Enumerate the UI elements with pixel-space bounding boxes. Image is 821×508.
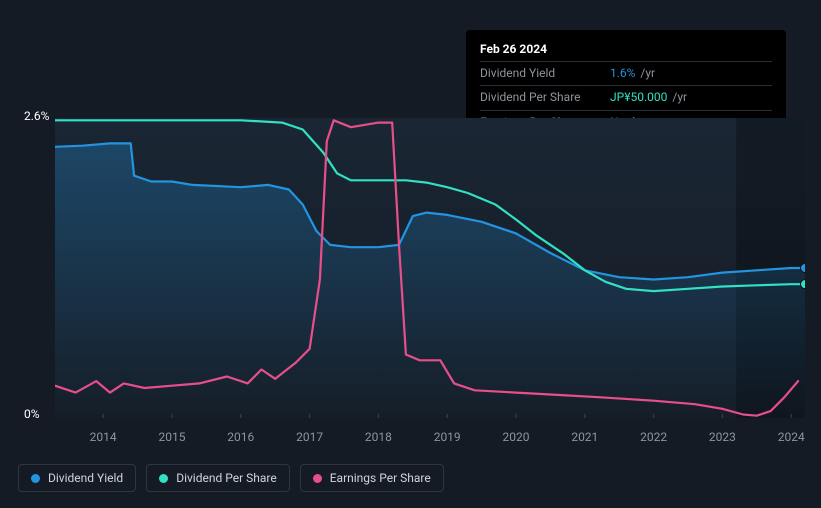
tooltip-date: Feb 26 2024 xyxy=(480,40,772,59)
tooltip-row-label: Dividend Per Share xyxy=(480,88,610,107)
x-axis-tick-label: 2023 xyxy=(709,430,736,444)
legend-item[interactable]: Dividend Per Share xyxy=(146,464,290,492)
legend-label: Earnings Per Share xyxy=(330,471,431,485)
y-axis-max-label: 2.6% xyxy=(24,109,49,123)
x-axis-tick-label: 2020 xyxy=(503,430,530,444)
tooltip-row-label: Dividend Yield xyxy=(480,64,610,83)
chart-plot xyxy=(55,118,805,418)
legend-dot-icon xyxy=(159,474,168,483)
legend-dot-icon xyxy=(313,474,322,483)
x-axis-tick-label: 2015 xyxy=(158,430,185,444)
legend-item[interactable]: Earnings Per Share xyxy=(300,464,444,492)
legend: Dividend Yield Dividend Per Share Earnings… xyxy=(18,464,444,492)
x-axis-tick-label: 2018 xyxy=(365,430,392,444)
legend-dot-icon xyxy=(31,474,40,483)
legend-label: Dividend Per Share xyxy=(176,471,277,485)
x-axis-tick-label: 2019 xyxy=(434,430,461,444)
tooltip-row: Dividend Yield1.6% /yr xyxy=(480,61,772,85)
legend-label: Dividend Yield xyxy=(48,471,123,485)
x-axis-tick-label: 2014 xyxy=(90,430,117,444)
tooltip-row-value: 1.6% /yr xyxy=(610,64,655,83)
x-axis-tick-label: 2022 xyxy=(640,430,667,444)
tooltip-row-value: JP¥50.000 /yr xyxy=(610,88,687,107)
x-axis-tick-label: 2024 xyxy=(778,430,805,444)
y-axis-min-label: 0% xyxy=(24,407,40,421)
tooltip-row: Dividend Per ShareJP¥50.000 /yr xyxy=(480,85,772,109)
x-axis-tick-label: 2017 xyxy=(296,430,323,444)
legend-item[interactable]: Dividend Yield xyxy=(18,464,136,492)
x-axis-tick-label: 2016 xyxy=(227,430,254,444)
x-axis-tick-label: 2021 xyxy=(571,430,598,444)
